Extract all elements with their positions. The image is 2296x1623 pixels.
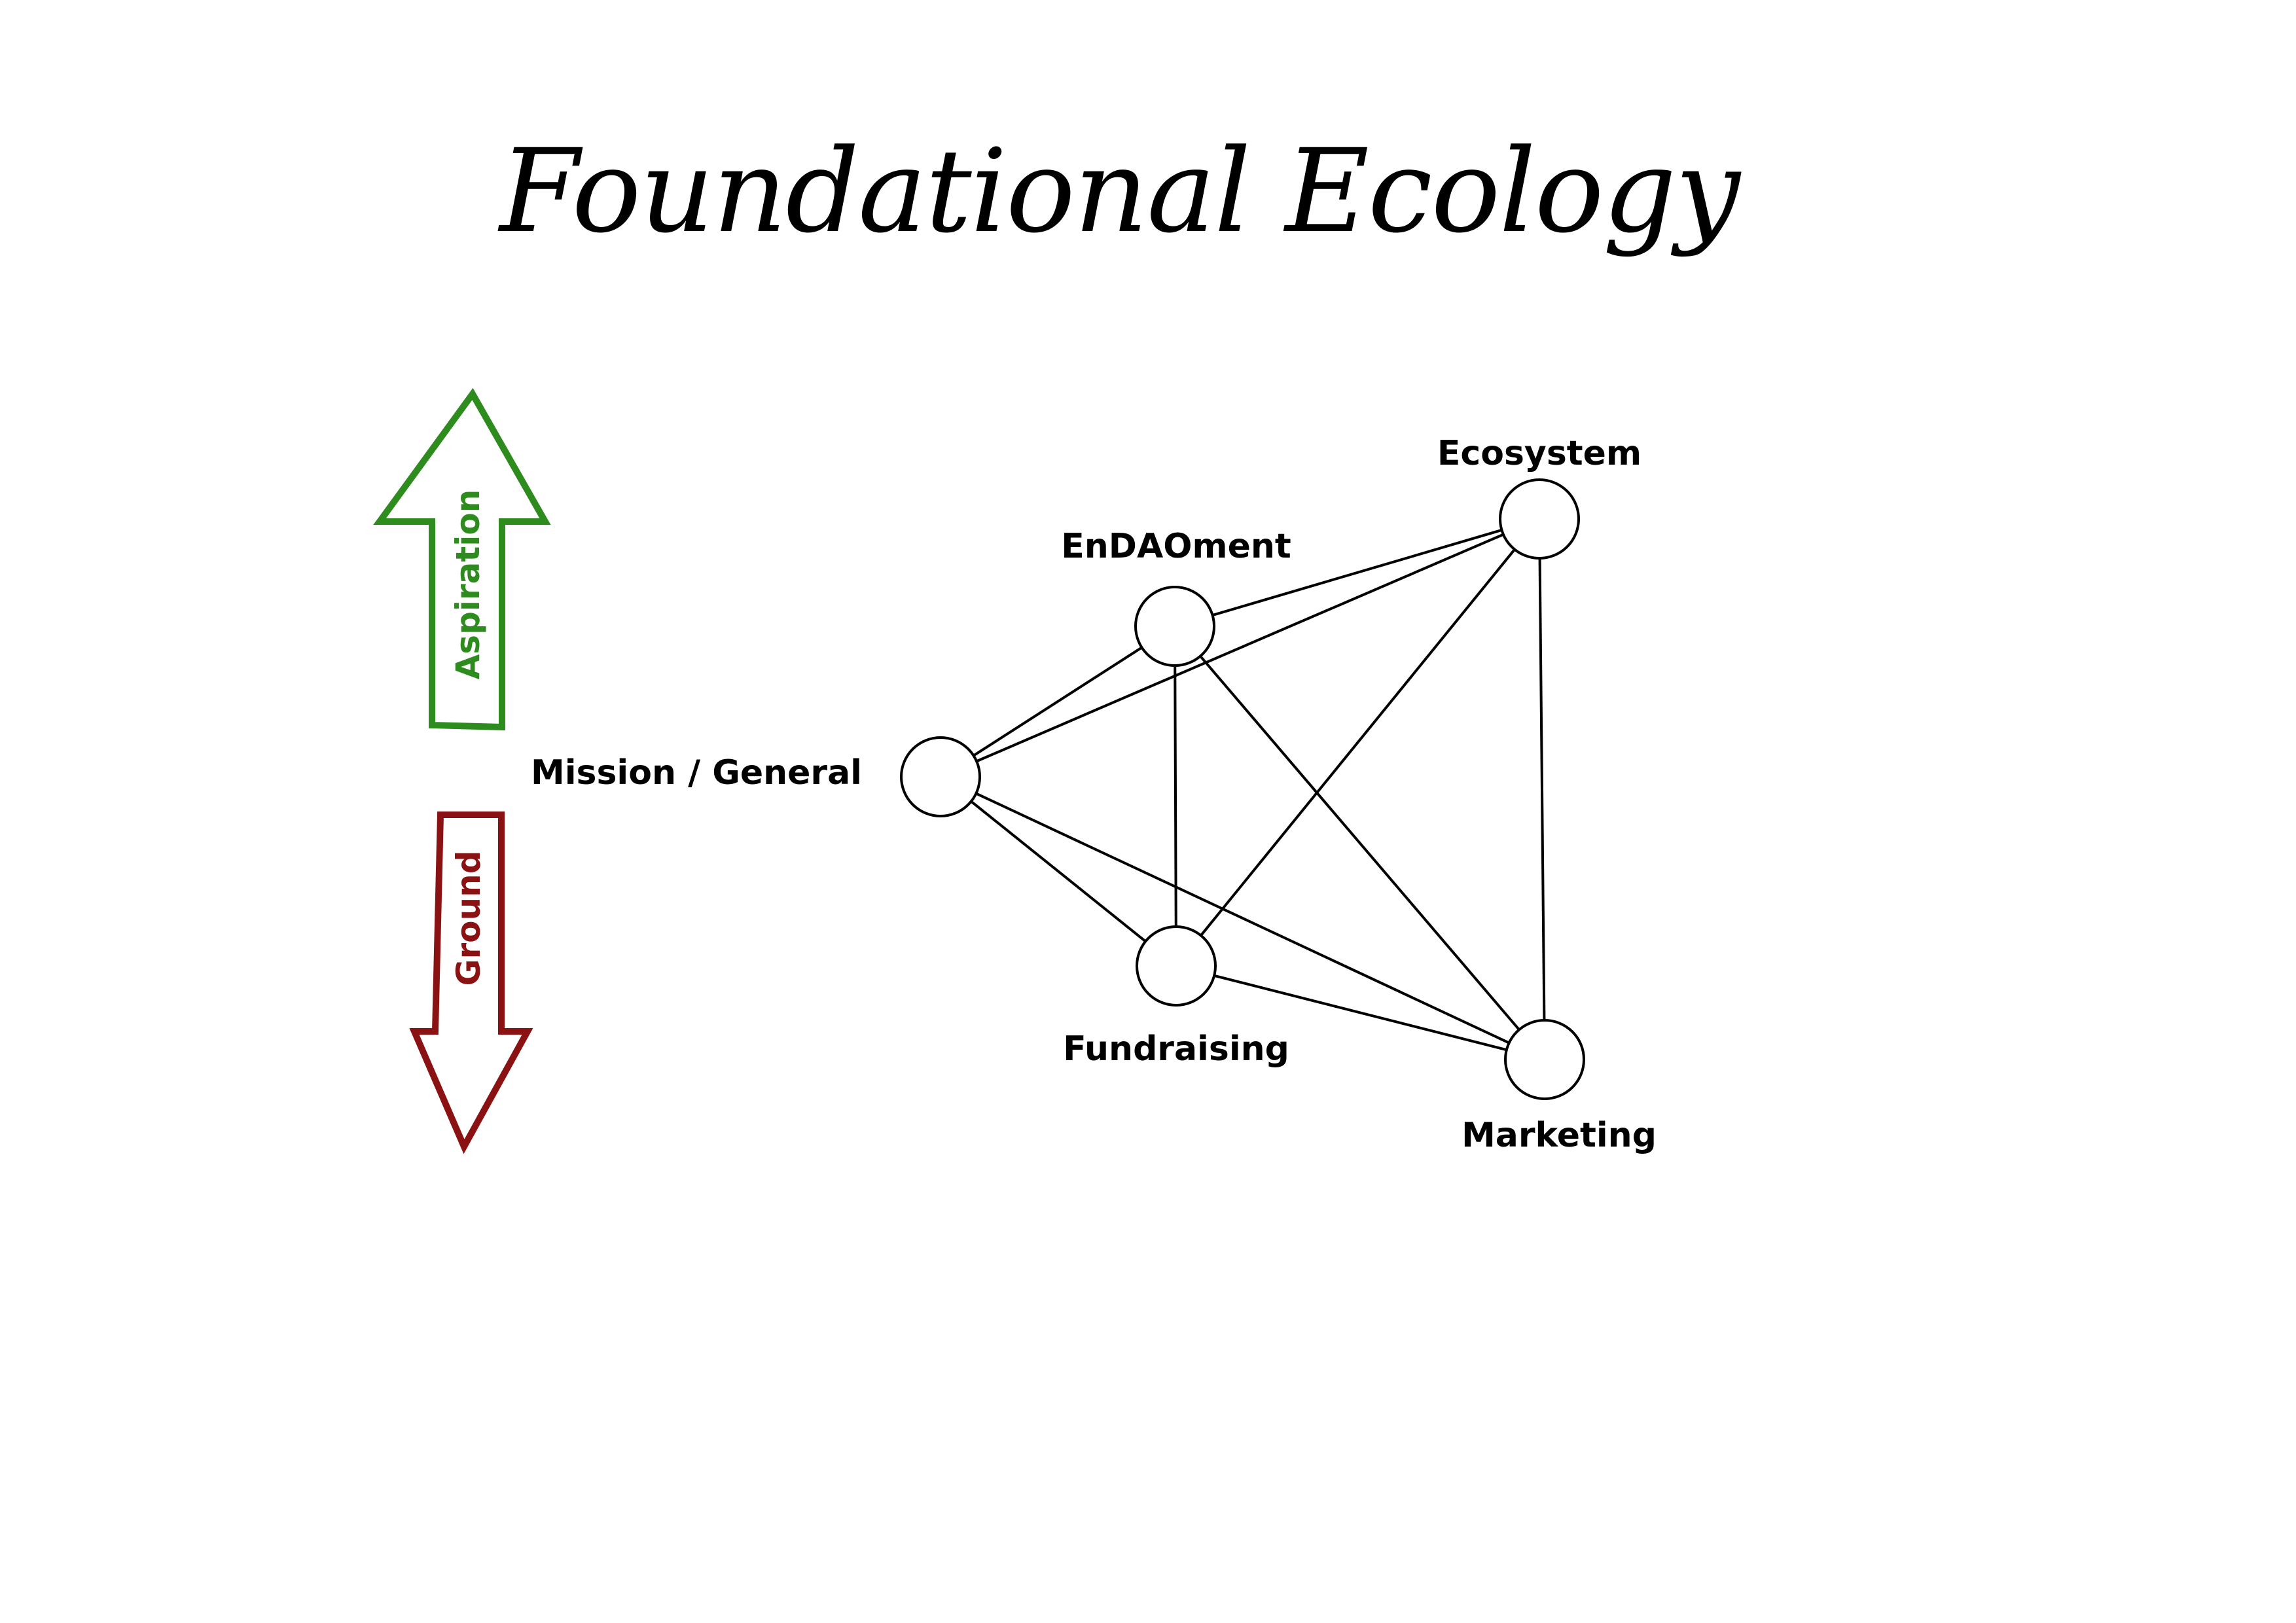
page-title: Foundational Ecology <box>499 124 1740 259</box>
edge-mission-fundraising <box>970 800 1147 942</box>
network-nodes <box>900 478 1585 1100</box>
up-arrow-icon <box>373 387 551 731</box>
node-label-mission: Mission / General <box>531 753 862 793</box>
node-label-endaoment: EnDAOment <box>1061 527 1291 566</box>
edge-endaoment-ecosystem <box>1211 529 1503 616</box>
edge-mission-endaoment <box>973 646 1143 757</box>
node-label-marketing: Marketing <box>1462 1116 1657 1155</box>
node-label-fundraising: Fundraising <box>1063 1029 1289 1069</box>
down-arrow-icon <box>409 812 533 1154</box>
node-fundraising <box>1136 925 1217 1007</box>
aspiration-arrow: Aspiration <box>373 387 551 731</box>
edge-mission-ecosystem <box>976 533 1504 763</box>
node-marketing <box>1504 1019 1585 1100</box>
aspiration-label: Aspiration <box>449 490 487 680</box>
edge-ecosystem-marketing <box>1538 558 1546 1021</box>
network-edges <box>970 529 1546 1052</box>
node-endaoment <box>1134 586 1215 667</box>
node-mission <box>900 736 981 817</box>
ground-arrow: Ground <box>409 812 533 1154</box>
edge-fundraising-marketing <box>1213 974 1507 1052</box>
edge-endaoment-fundraising <box>1174 665 1177 927</box>
node-label-ecosystem: Ecosystem <box>1437 434 1641 473</box>
edge-ecosystem-fundraising <box>1200 548 1516 936</box>
edge-mission-marketing <box>975 792 1510 1044</box>
edge-endaoment-marketing <box>1199 655 1520 1031</box>
ground-label: Ground <box>450 850 488 986</box>
node-ecosystem <box>1499 478 1580 560</box>
